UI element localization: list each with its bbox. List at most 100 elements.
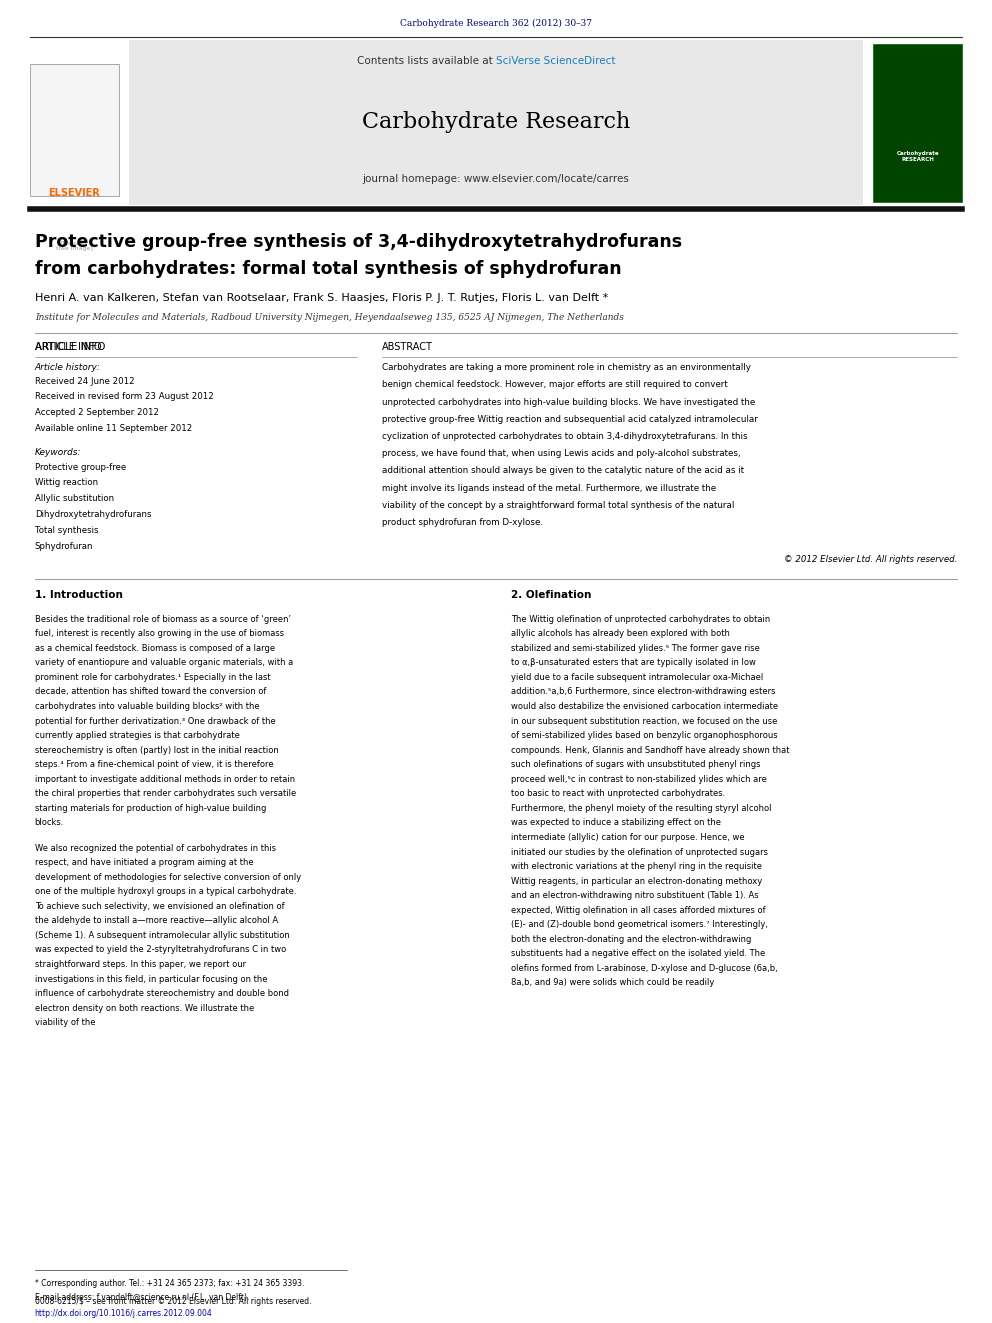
Text: blocks.: blocks. <box>35 819 64 827</box>
Text: Carbohydrate Research: Carbohydrate Research <box>362 111 630 132</box>
Text: intermediate (allylic) cation for our purpose. Hence, we: intermediate (allylic) cation for our pu… <box>511 833 745 841</box>
Text: of semi-stabilized ylides based on benzylic organophosphorous: of semi-stabilized ylides based on benzy… <box>511 732 778 740</box>
Text: Henri A. van Kalkeren, Stefan van Rootselaar, Frank S. Haasjes, Floris P. J. T. : Henri A. van Kalkeren, Stefan van Rootse… <box>35 292 608 303</box>
Text: Institute for Molecules and Materials, Radboud University Nijmegen, Heyendaalsew: Institute for Molecules and Materials, R… <box>35 314 624 321</box>
Text: ELSEVIER: ELSEVIER <box>49 188 100 198</box>
Text: The Wittig olefination of unprotected carbohydrates to obtain: The Wittig olefination of unprotected ca… <box>511 615 770 623</box>
Text: Received 24 June 2012: Received 24 June 2012 <box>35 377 134 385</box>
Text: Contents lists available at: Contents lists available at <box>357 56 496 66</box>
Text: yield due to a facile subsequent intramolecular oxa-Michael: yield due to a facile subsequent intramo… <box>511 673 763 681</box>
Text: the chiral properties that render carbohydrates such versatile: the chiral properties that render carboh… <box>35 790 296 798</box>
Text: potential for further derivatization.³ One drawback of the: potential for further derivatization.³ O… <box>35 717 276 725</box>
FancyBboxPatch shape <box>873 44 962 202</box>
Text: ABSTRACT: ABSTRACT <box>382 341 433 352</box>
Text: stereochemistry is often (partly) lost in the initial reaction: stereochemistry is often (partly) lost i… <box>35 746 279 754</box>
Text: development of methodologies for selective conversion of only: development of methodologies for selecti… <box>35 873 301 881</box>
Text: was expected to induce a stabilizing effect on the: was expected to induce a stabilizing eff… <box>511 819 721 827</box>
Text: [Elsevier
tree image]: [Elsevier tree image] <box>56 241 93 251</box>
Text: 2. Olefination: 2. Olefination <box>511 590 591 601</box>
Text: cyclization of unprotected carbohydrates to obtain 3,4-dihydroxytetrafurans. In : cyclization of unprotected carbohydrates… <box>382 433 748 441</box>
Text: too basic to react with unprotected carbohydrates.: too basic to react with unprotected carb… <box>511 790 725 798</box>
Text: Protective group-free: Protective group-free <box>35 463 126 471</box>
Text: Wittig reagents, in particular an electron-donating methoxy: Wittig reagents, in particular an electr… <box>511 877 762 885</box>
Text: olefins formed from L-arabinose, D-xylose and D-glucose (6a,b,: olefins formed from L-arabinose, D-xylos… <box>511 964 778 972</box>
Text: starting materials for production of high-value building: starting materials for production of hig… <box>35 804 266 812</box>
Text: ARTICLE INFO: ARTICLE INFO <box>35 341 101 352</box>
Text: 1. Introduction: 1. Introduction <box>35 590 123 601</box>
Text: would also destabilize the envisioned carbocation intermediate: would also destabilize the envisioned ca… <box>511 703 778 710</box>
Text: straightforward steps. In this paper, we report our: straightforward steps. In this paper, we… <box>35 960 246 968</box>
Text: product sphydrofuran from D-xylose.: product sphydrofuran from D-xylose. <box>382 519 543 527</box>
Text: Wittig reaction: Wittig reaction <box>35 479 98 487</box>
Text: Carbohydrates are taking a more prominent role in chemistry as an environmentall: Carbohydrates are taking a more prominen… <box>382 364 751 372</box>
Text: To achieve such selectivity, we envisioned an olefination of: To achieve such selectivity, we envision… <box>35 902 285 910</box>
Text: decade, attention has shifted toward the conversion of: decade, attention has shifted toward the… <box>35 688 266 696</box>
Text: to α,β-unsaturated esters that are typically isolated in low: to α,β-unsaturated esters that are typic… <box>511 659 756 667</box>
Text: substituents had a negative effect on the isolated yield. The: substituents had a negative effect on th… <box>511 950 765 958</box>
Text: compounds. Henk, Glannis and Sandhoff have already shown that: compounds. Henk, Glannis and Sandhoff ha… <box>511 746 790 754</box>
Text: Carbohydrate Research 362 (2012) 30–37: Carbohydrate Research 362 (2012) 30–37 <box>400 20 592 28</box>
Text: Besides the traditional role of biomass as a source of ‘green’: Besides the traditional role of biomass … <box>35 615 291 623</box>
Text: SciVerse ScienceDirect: SciVerse ScienceDirect <box>496 56 615 66</box>
Text: as a chemical feedstock. Biomass is composed of a large: as a chemical feedstock. Biomass is comp… <box>35 644 275 652</box>
Text: Keywords:: Keywords: <box>35 448 81 456</box>
Text: currently applied strategies is that carbohydrate: currently applied strategies is that car… <box>35 732 240 740</box>
Text: (E)- and (Z)-double bond geometrical isomers.⁷ Interestingly,: (E)- and (Z)-double bond geometrical iso… <box>511 921 768 929</box>
Text: 0008-6215/$ – see front matter © 2012 Elsevier Ltd. All rights reserved.: 0008-6215/$ – see front matter © 2012 El… <box>35 1298 311 1306</box>
Text: initiated our studies by the olefination of unprotected sugars: initiated our studies by the olefination… <box>511 848 768 856</box>
Text: ARTICLE INFO: ARTICLE INFO <box>35 341 105 352</box>
Text: Allylic substitution: Allylic substitution <box>35 495 114 503</box>
Text: Carbohydrate
RESEARCH: Carbohydrate RESEARCH <box>897 151 938 161</box>
Text: Furthermore, the phenyl moiety of the resulting styryl alcohol: Furthermore, the phenyl moiety of the re… <box>511 804 772 812</box>
Text: important to investigate additional methods in order to retain: important to investigate additional meth… <box>35 775 295 783</box>
Text: Received in revised form 23 August 2012: Received in revised form 23 August 2012 <box>35 393 213 401</box>
Text: benign chemical feedstock. However, major efforts are still required to convert: benign chemical feedstock. However, majo… <box>382 381 728 389</box>
Text: fuel, interest is recently also growing in the use of biomass: fuel, interest is recently also growing … <box>35 630 284 638</box>
Text: * Corresponding author. Tel.: +31 24 365 2373; fax: +31 24 365 3393.: * Corresponding author. Tel.: +31 24 365… <box>35 1279 305 1287</box>
Text: © 2012 Elsevier Ltd. All rights reserved.: © 2012 Elsevier Ltd. All rights reserved… <box>784 556 957 564</box>
Text: one of the multiple hydroxyl groups in a typical carbohydrate.: one of the multiple hydroxyl groups in a… <box>35 888 297 896</box>
Text: (Scheme 1). A subsequent intramolecular allylic substitution: (Scheme 1). A subsequent intramolecular … <box>35 931 290 939</box>
Text: and an electron-withdrawing nitro substituent (Table 1). As: and an electron-withdrawing nitro substi… <box>511 892 759 900</box>
Text: from carbohydrates: formal total synthesis of sphydrofuran: from carbohydrates: formal total synthes… <box>35 259 621 278</box>
Text: 8a,b, and 9a) were solids which could be readily: 8a,b, and 9a) were solids which could be… <box>511 979 714 987</box>
Text: carbohydrates into valuable building blocks² with the: carbohydrates into valuable building blo… <box>35 703 259 710</box>
FancyBboxPatch shape <box>129 40 863 205</box>
Text: proceed well,⁵c in contrast to non-stabilized ylides which are: proceed well,⁵c in contrast to non-stabi… <box>511 775 767 783</box>
Text: unprotected carbohydrates into high-value building blocks. We have investigated : unprotected carbohydrates into high-valu… <box>382 398 755 406</box>
Text: Available online 11 September 2012: Available online 11 September 2012 <box>35 425 192 433</box>
Text: stabilized and semi-stabilized ylides.⁵ The former gave rise: stabilized and semi-stabilized ylides.⁵ … <box>511 644 760 652</box>
Text: Article history:: Article history: <box>35 364 100 372</box>
Text: steps.⁴ From a fine-chemical point of view, it is therefore: steps.⁴ From a fine-chemical point of vi… <box>35 761 274 769</box>
Text: was expected to yield the 2-styryltetrahydrofurans C in two: was expected to yield the 2-styryltetrah… <box>35 946 286 954</box>
FancyBboxPatch shape <box>30 64 119 196</box>
Text: We also recognized the potential of carbohydrates in this: We also recognized the potential of carb… <box>35 844 276 852</box>
Text: E-mail address: f.vandelft@science.ru.nl (F.L. van Delft).: E-mail address: f.vandelft@science.ru.nl… <box>35 1293 249 1301</box>
Text: viability of the concept by a straightforward formal total synthesis of the natu: viability of the concept by a straightfo… <box>382 501 734 509</box>
Text: Accepted 2 September 2012: Accepted 2 September 2012 <box>35 409 159 417</box>
Text: investigations in this field, in particular focusing on the: investigations in this field, in particu… <box>35 975 267 983</box>
Text: allylic alcohols has already been explored with both: allylic alcohols has already been explor… <box>511 630 730 638</box>
Text: viability of the: viability of the <box>35 1019 95 1027</box>
Text: protective group-free Wittig reaction and subsequential acid catalyzed intramole: protective group-free Wittig reaction an… <box>382 415 758 423</box>
Text: influence of carbohydrate stereochemistry and double bond: influence of carbohydrate stereochemistr… <box>35 990 289 998</box>
Text: prominent role for carbohydrates.¹ Especially in the last: prominent role for carbohydrates.¹ Espec… <box>35 673 271 681</box>
Text: process, we have found that, when using Lewis acids and poly-alcohol substrates,: process, we have found that, when using … <box>382 450 741 458</box>
Text: Total synthesis: Total synthesis <box>35 527 98 534</box>
Text: electron density on both reactions. We illustrate the: electron density on both reactions. We i… <box>35 1004 254 1012</box>
Text: additional attention should always be given to the catalytic nature of the acid : additional attention should always be gi… <box>382 467 744 475</box>
Text: expected, Wittig olefination in all cases afforded mixtures of: expected, Wittig olefination in all case… <box>511 906 766 914</box>
Text: http://dx.doi.org/10.1016/j.carres.2012.09.004: http://dx.doi.org/10.1016/j.carres.2012.… <box>35 1310 212 1318</box>
Text: Sphydrofuran: Sphydrofuran <box>35 542 93 550</box>
Text: might involve its ligands instead of the metal. Furthermore, we illustrate the: might involve its ligands instead of the… <box>382 484 716 492</box>
Text: variety of enantiopure and valuable organic materials, with a: variety of enantiopure and valuable orga… <box>35 659 293 667</box>
Text: both the electron-donating and the electron-withdrawing: both the electron-donating and the elect… <box>511 935 751 943</box>
Text: journal homepage: www.elsevier.com/locate/carres: journal homepage: www.elsevier.com/locat… <box>362 173 630 184</box>
Text: the aldehyde to install a—more reactive—allylic alcohol A: the aldehyde to install a—more reactive—… <box>35 917 278 925</box>
Text: with electronic variations at the phenyl ring in the requisite: with electronic variations at the phenyl… <box>511 863 762 871</box>
Text: addition.⁵a,b,6 Furthermore, since electron-withdrawing esters: addition.⁵a,b,6 Furthermore, since elect… <box>511 688 776 696</box>
Text: in our subsequent substitution reaction, we focused on the use: in our subsequent substitution reaction,… <box>511 717 778 725</box>
Text: respect, and have initiated a program aiming at the: respect, and have initiated a program ai… <box>35 859 253 867</box>
Text: such olefinations of sugars with unsubstituted phenyl rings: such olefinations of sugars with unsubst… <box>511 761 761 769</box>
Text: Dihydroxytetrahydrofurans: Dihydroxytetrahydrofurans <box>35 511 151 519</box>
